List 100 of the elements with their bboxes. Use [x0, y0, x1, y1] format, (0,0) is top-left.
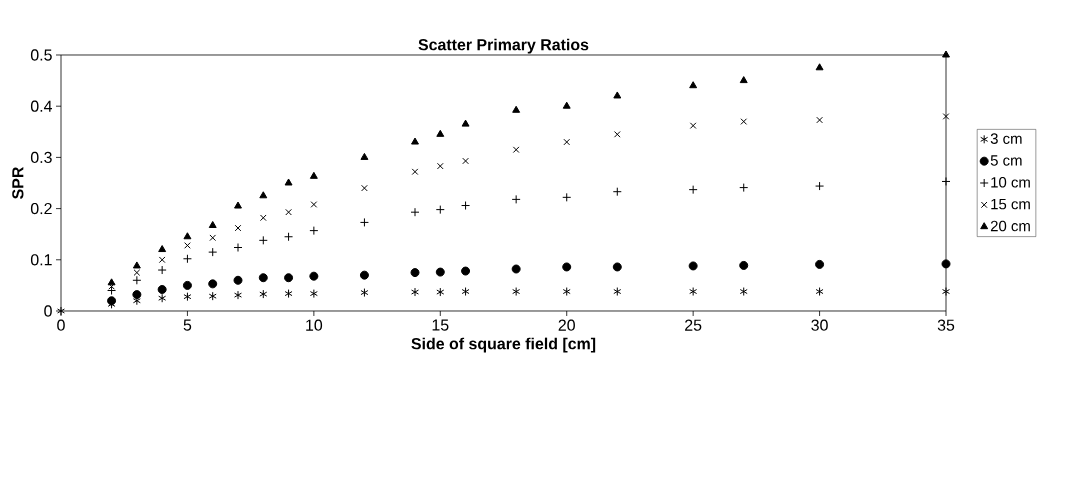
point	[436, 129, 445, 137]
point	[182, 280, 192, 290]
point	[410, 207, 420, 217]
point	[107, 278, 116, 286]
point	[233, 243, 243, 253]
point	[512, 105, 521, 113]
point	[411, 137, 419, 145]
point	[209, 234, 217, 242]
point	[234, 201, 242, 209]
y-tick-label: 0.1	[30, 254, 52, 266]
x-tick-label: 30	[811, 319, 828, 331]
point	[461, 201, 471, 211]
point	[563, 138, 571, 146]
point	[107, 286, 117, 296]
point	[942, 113, 950, 120]
point	[689, 122, 697, 129]
x-tick-label: 25	[685, 319, 702, 331]
point	[815, 259, 825, 269]
point	[739, 76, 748, 84]
point	[183, 232, 192, 240]
point	[436, 287, 445, 297]
point	[410, 268, 420, 278]
point	[259, 191, 268, 199]
point	[360, 152, 369, 160]
point	[941, 259, 951, 269]
point	[411, 287, 419, 297]
point	[284, 289, 293, 299]
point	[259, 289, 268, 299]
point	[613, 287, 622, 297]
point	[208, 291, 217, 301]
point	[739, 183, 749, 193]
point	[562, 262, 572, 272]
point	[309, 271, 319, 281]
x-tick-label: 10	[306, 319, 323, 331]
y-tick-label: 0.3	[30, 151, 52, 164]
legend-label: 5 cm	[990, 155, 1022, 166]
point	[208, 220, 217, 228]
point	[613, 131, 621, 138]
point	[309, 171, 318, 179]
x-tick-label: 20	[558, 319, 575, 331]
y-tick-label: 0.4	[30, 100, 52, 112]
point	[284, 178, 293, 186]
point	[208, 247, 218, 257]
point	[612, 262, 622, 272]
point	[740, 118, 748, 125]
point	[359, 217, 369, 227]
point	[182, 254, 192, 264]
point	[815, 181, 825, 191]
x-tick-label: 35	[937, 319, 955, 331]
point	[613, 91, 622, 99]
point	[461, 287, 470, 297]
point	[816, 116, 823, 124]
point	[512, 146, 520, 154]
point	[158, 293, 167, 303]
point	[411, 168, 419, 176]
point	[435, 267, 445, 277]
point	[284, 232, 294, 242]
point	[688, 185, 698, 195]
point	[233, 275, 243, 285]
legend-label: 20 cm	[990, 220, 1030, 232]
point	[739, 287, 748, 297]
point	[942, 287, 950, 297]
point	[309, 226, 319, 236]
point	[815, 287, 824, 297]
point	[359, 270, 369, 280]
point	[942, 50, 950, 58]
point	[157, 284, 167, 294]
point	[461, 119, 470, 127]
x-tick-label: 15	[432, 319, 449, 331]
point	[361, 184, 368, 192]
point	[157, 265, 167, 275]
point	[512, 287, 521, 297]
point	[461, 266, 471, 276]
point	[158, 245, 167, 253]
point	[739, 260, 749, 270]
point	[511, 194, 521, 204]
point	[259, 214, 267, 222]
point	[258, 273, 268, 283]
point	[208, 279, 218, 289]
point	[688, 261, 698, 271]
legend-label: 15 cm	[991, 198, 1030, 210]
point	[183, 292, 192, 302]
point	[158, 256, 166, 264]
point	[689, 287, 698, 297]
point	[562, 192, 572, 202]
x-tick-label: 5	[183, 319, 192, 331]
point	[132, 275, 142, 285]
x-tick-label: 0	[57, 319, 65, 331]
x-axis-title: Side of square field [cm]	[411, 337, 596, 353]
point	[132, 261, 141, 269]
point	[234, 290, 242, 300]
point	[612, 187, 622, 197]
y-tick-label: 0.5	[30, 49, 52, 61]
point	[511, 264, 521, 274]
point	[184, 242, 191, 249]
point	[310, 201, 318, 208]
point	[285, 208, 292, 216]
point	[133, 269, 141, 276]
y-axis-title: SPR	[12, 166, 24, 199]
legend-label: 10 cm	[991, 177, 1030, 188]
